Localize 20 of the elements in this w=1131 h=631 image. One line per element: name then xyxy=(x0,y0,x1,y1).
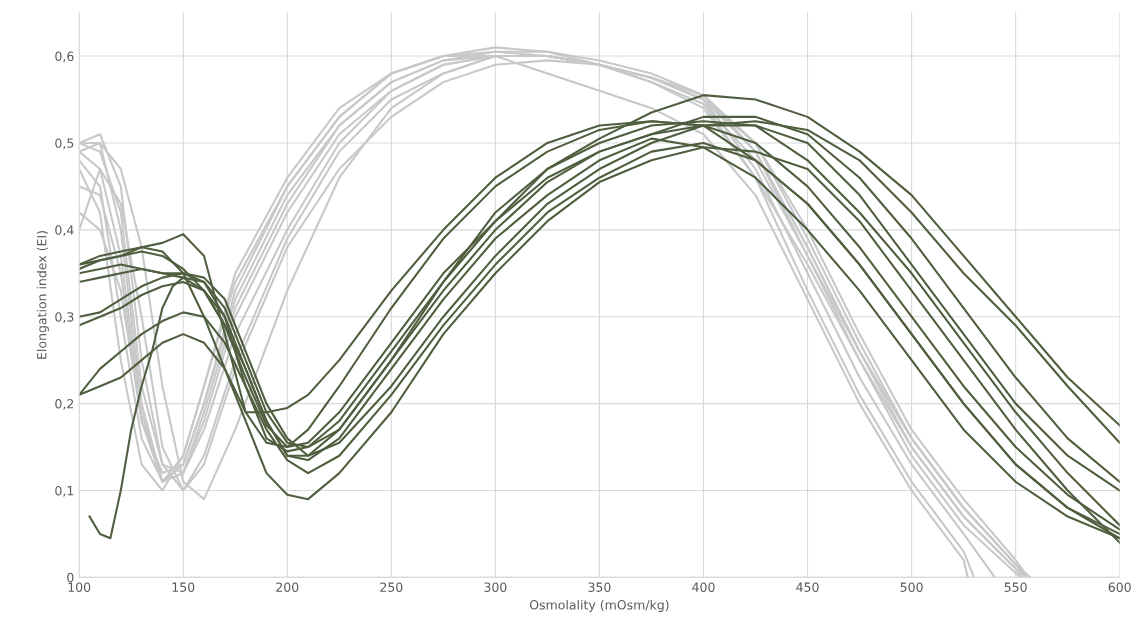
y-tick-label: 0,1 xyxy=(55,485,74,497)
y-axis-title: Elongation index (EI) xyxy=(36,231,49,359)
x-tick-label: 400 xyxy=(692,582,715,592)
y-tick-label: 0,6 xyxy=(55,51,74,63)
y-tick-label: 0,4 xyxy=(55,225,74,237)
x-tick-label: 100 xyxy=(68,582,91,592)
x-axis-title: Osmolality (mOsm/kg) xyxy=(529,599,669,612)
x-tick-label: 500 xyxy=(900,582,923,592)
y-tick-label: 0,3 xyxy=(55,312,74,323)
x-tick-label: 600 xyxy=(1108,582,1131,592)
x-tick-label: 300 xyxy=(484,582,507,592)
y-tick-label: 0 xyxy=(67,572,74,583)
x-tick-label: 550 xyxy=(1004,582,1027,592)
y-tick-label: 0,2 xyxy=(55,399,74,410)
x-tick-label: 350 xyxy=(588,582,611,592)
x-tick-label: 450 xyxy=(796,582,819,592)
y-tick-label: 0,5 xyxy=(55,138,74,150)
x-tick-label: 200 xyxy=(276,582,299,592)
x-tick-label: 250 xyxy=(380,582,403,592)
x-tick-label: 150 xyxy=(172,582,195,592)
